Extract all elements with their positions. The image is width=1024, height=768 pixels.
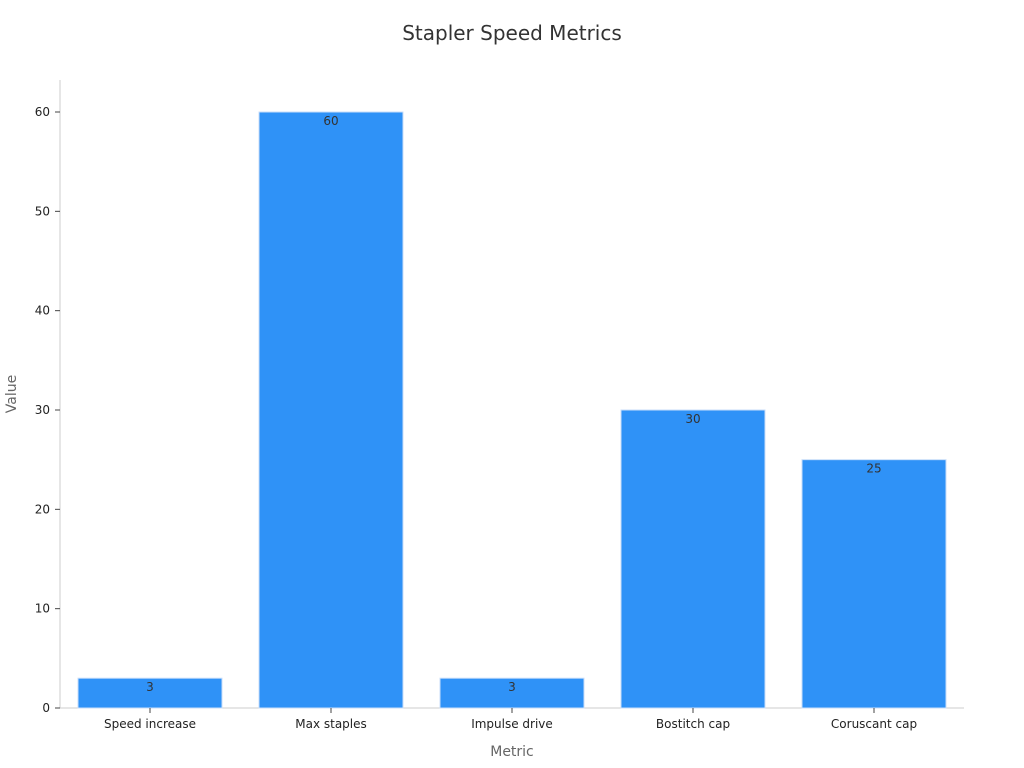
x-tick-label: Bostitch cap — [656, 717, 730, 731]
y-tick-label: 60 — [35, 105, 50, 119]
data-label: 60 — [323, 114, 338, 128]
y-tick-label: 20 — [35, 502, 50, 516]
y-axis-ticks: 0 10 20 30 40 50 60 — [35, 105, 60, 715]
data-label: 3 — [146, 680, 154, 694]
bar — [77, 677, 223, 709]
bar — [801, 459, 947, 709]
data-label: 3 — [508, 680, 516, 694]
bar — [258, 111, 404, 709]
data-label: 30 — [685, 412, 700, 426]
chart-title: Stapler Speed Metrics — [402, 21, 622, 45]
y-tick-label: 40 — [35, 304, 50, 318]
y-tick-label: 0 — [42, 701, 50, 715]
x-axis-ticks: Speed increase Max staples Impulse drive Bo… — [104, 708, 917, 731]
x-tick-label: Coruscant cap — [831, 717, 917, 731]
bar — [620, 409, 766, 709]
data-label: 25 — [866, 462, 881, 476]
y-axis-title: Value — [4, 375, 20, 413]
x-tick-label: Impulse drive — [471, 717, 553, 731]
x-tick-label: Max staples — [295, 717, 367, 731]
x-tick-label: Speed increase — [104, 717, 196, 731]
y-tick-label: 50 — [35, 204, 50, 218]
bars-group: 3 60 3 30 25 — [77, 111, 947, 709]
y-tick-label: 10 — [35, 602, 50, 616]
x-axis-title: Metric — [490, 744, 534, 760]
y-tick-label: 30 — [35, 403, 50, 417]
